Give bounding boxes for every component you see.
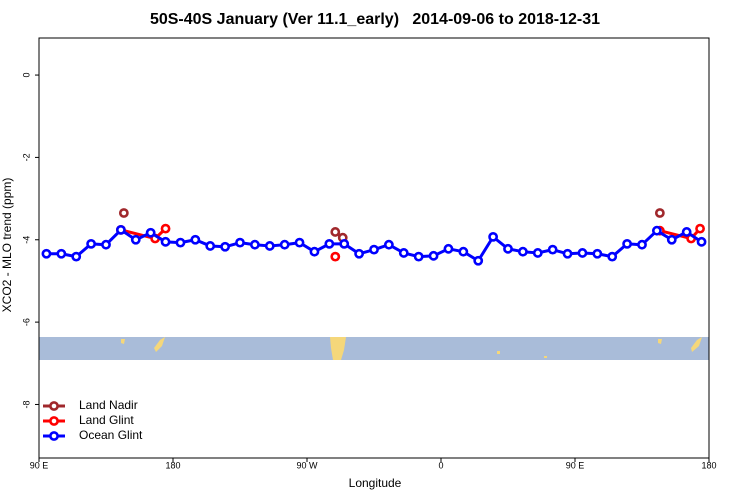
series-line — [120, 227, 702, 241]
point — [532, 248, 543, 258]
point — [517, 246, 528, 257]
land — [658, 339, 662, 344]
point — [383, 239, 394, 250]
land — [691, 337, 702, 352]
land — [544, 356, 547, 358]
land — [330, 337, 346, 360]
point — [354, 248, 365, 259]
point — [294, 237, 305, 248]
point — [607, 251, 618, 262]
point — [264, 241, 275, 251]
y-tick-label: -6 — [21, 318, 31, 326]
plot-frame — [38, 37, 710, 459]
point — [622, 238, 633, 249]
point — [118, 208, 129, 218]
legend-marker — [49, 416, 59, 426]
point — [279, 239, 290, 250]
point — [145, 227, 156, 238]
point — [339, 238, 350, 249]
x-tick-label: 180 — [701, 460, 716, 470]
chart-title: 50S-40S January (Ver 11.1_early) 2014-09… — [150, 11, 600, 28]
y-tick-label: -2 — [21, 153, 31, 161]
y-tick-label: 0 — [21, 73, 31, 78]
legend-marker — [49, 401, 59, 411]
point — [592, 248, 603, 259]
point — [235, 237, 245, 248]
point — [428, 250, 439, 261]
point — [666, 234, 677, 245]
point — [86, 238, 97, 249]
point — [56, 248, 67, 259]
point — [562, 248, 573, 259]
land — [154, 337, 165, 352]
point — [324, 238, 335, 249]
point — [651, 225, 662, 236]
ocean-background — [39, 337, 709, 360]
point — [488, 231, 499, 242]
point — [160, 236, 171, 247]
point — [577, 248, 588, 258]
point — [205, 241, 216, 251]
legend-label: Land Nadir — [79, 398, 138, 412]
point — [503, 243, 513, 254]
point — [101, 239, 111, 250]
series-line — [335, 213, 660, 238]
land — [497, 351, 500, 354]
x-tick-label: 90 W — [296, 460, 318, 470]
point — [473, 255, 484, 266]
point — [443, 243, 454, 254]
legend-marker — [49, 431, 59, 441]
point — [458, 246, 469, 257]
point — [115, 224, 126, 235]
y-tick-label: -4 — [21, 236, 31, 244]
point — [220, 241, 231, 252]
map-strip — [39, 337, 709, 360]
point — [330, 227, 341, 237]
point — [398, 248, 409, 258]
point — [190, 234, 201, 245]
point — [369, 244, 379, 255]
x-tick-label: 180 — [165, 460, 180, 470]
point — [130, 234, 141, 245]
point — [637, 239, 647, 250]
land — [121, 339, 125, 344]
x-axis-label: Longitude — [349, 476, 402, 490]
point — [681, 227, 692, 237]
y-axis-label: XCO2 - MLO trend (ppm) — [0, 178, 14, 313]
point — [696, 236, 707, 247]
legend-label: Ocean Glint — [79, 428, 143, 442]
point — [654, 208, 665, 218]
point — [41, 248, 52, 259]
point — [330, 251, 341, 262]
point — [249, 239, 260, 250]
point — [547, 244, 558, 255]
x-tick-label: 90 E — [30, 460, 49, 470]
point — [413, 251, 424, 262]
point — [175, 237, 186, 248]
point — [695, 223, 705, 234]
point — [71, 251, 82, 262]
x-tick-label: 90 E — [566, 460, 585, 470]
x-tick-label: 0 — [438, 460, 443, 470]
y-tick-label: -8 — [21, 400, 31, 408]
point — [160, 223, 171, 234]
legend-label: Land Glint — [79, 413, 134, 427]
point — [309, 246, 320, 257]
